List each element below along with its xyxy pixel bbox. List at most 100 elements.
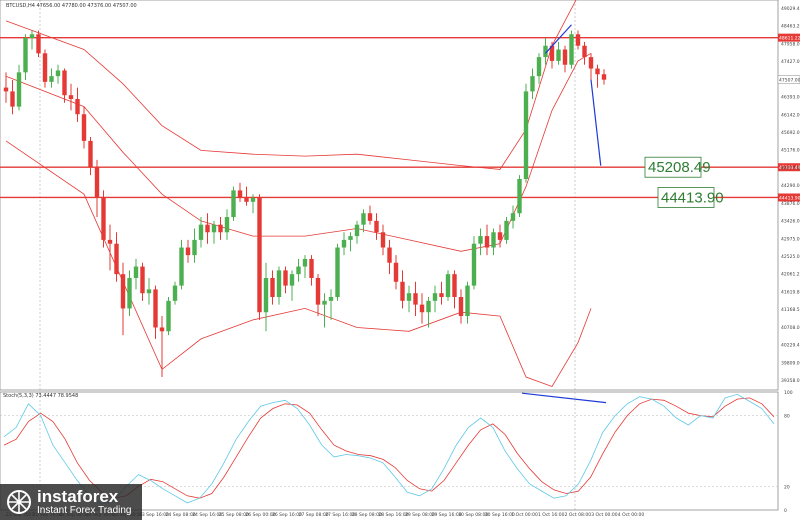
candle-body — [393, 262, 399, 282]
candle-body — [361, 213, 366, 225]
price-tick-label: 45176.00 — [781, 148, 800, 154]
price-tick-label: 44777.00 — [781, 165, 800, 171]
candle-body — [250, 198, 256, 202]
candle-body — [491, 232, 496, 248]
trendline — [545, 24, 572, 54]
time-tick-label: 2 Oct 08:00 — [565, 512, 592, 518]
candle-body — [354, 224, 360, 237]
instaforex-logo: instaforex Instant Forex Trading — [0, 484, 142, 520]
candle-body — [484, 236, 490, 248]
candle-body — [231, 190, 236, 218]
candle-body — [68, 95, 74, 100]
candle-body — [29, 34, 35, 39]
candle-body — [413, 293, 418, 305]
time-tick-label: 23 Sep 16:00 — [139, 512, 169, 518]
candle-body — [530, 76, 535, 92]
candle-body — [172, 285, 178, 301]
osc-tick-label: 100 — [784, 390, 793, 396]
time-tick-label: 24 Sep 08:00 — [166, 512, 196, 518]
candle-body — [263, 277, 269, 313]
candle-body — [582, 45, 587, 58]
candle-body — [302, 258, 308, 267]
candle-body — [107, 239, 113, 244]
candle-body — [198, 224, 204, 240]
osc-tick-label: 0 — [784, 508, 787, 514]
candle-body — [55, 70, 61, 77]
candle-body — [536, 57, 542, 77]
price-tick-label: 47958.00 — [781, 41, 800, 47]
candle-body — [185, 247, 191, 256]
candle-body — [224, 217, 230, 233]
level-callout-label: 44413.90 — [661, 189, 724, 206]
current-price-tag — [777, 75, 800, 84]
price-tick-label: 40708.00 — [781, 325, 800, 331]
candle-body — [296, 266, 301, 275]
candle-body — [101, 198, 106, 240]
candle-body — [497, 232, 503, 240]
candle-body — [471, 243, 477, 286]
candle-body — [458, 297, 464, 317]
bollinger-middle-line — [5, 52, 592, 252]
price-tick-label: 46393.00 — [781, 95, 800, 101]
candle-body — [348, 236, 353, 240]
osc-pane-frame — [0, 391, 779, 511]
level-callout-label: 45208.49 — [648, 159, 711, 176]
price-tick-label: 44290.00 — [781, 183, 800, 189]
time-tick-label: 1 Oct 16:00 — [538, 512, 565, 518]
price-tick-label: 43426.00 — [781, 219, 800, 225]
candle-body — [588, 57, 594, 69]
oscillator-trendline — [521, 392, 607, 404]
candle-body — [159, 327, 165, 332]
candle-body — [153, 289, 158, 328]
price-tick-label: 43876.00 — [781, 201, 800, 207]
candle-body — [523, 91, 529, 179]
bollinger-lower-line — [5, 140, 592, 387]
level-callout-box — [644, 156, 702, 178]
time-tick-label: 30 Sep 16:00 — [485, 512, 515, 518]
time-tick-label: 3 Oct 00:00 — [591, 512, 618, 518]
time-tick-label: 1 Oct 00:00 — [511, 512, 538, 518]
bollinger-upper-line — [5, 0, 577, 170]
price-tick-label: 49029.40 — [781, 6, 800, 12]
level-price-label: 48611.22 — [779, 36, 800, 42]
candle-body — [367, 213, 373, 221]
candle-body — [510, 213, 516, 221]
candle-body — [335, 247, 340, 298]
candle-body — [569, 34, 574, 65]
time-tick-label: 27 Sep 16:00 — [325, 512, 355, 518]
time-tick-label: 25 Sep 08:00 — [219, 512, 249, 518]
stochastic-main-line — [3, 393, 775, 505]
candle-body — [328, 297, 334, 301]
brand-name: instaforex — [37, 487, 119, 506]
candle-body — [426, 300, 431, 313]
candle-body — [16, 72, 22, 107]
candle-body — [205, 224, 210, 233]
candle-body — [445, 274, 451, 298]
candle-body — [179, 247, 184, 286]
candle-body — [257, 198, 262, 313]
price-tick-label: 46142.00 — [781, 112, 800, 118]
price-tick-label: 41168.55 — [781, 307, 800, 313]
candle-body — [400, 281, 405, 301]
instaforex-logo-icon — [7, 490, 31, 514]
level-price-tag — [778, 163, 800, 172]
candle-body — [237, 190, 243, 199]
candle-body — [315, 277, 321, 305]
candle-body — [517, 178, 522, 214]
level-price-tag — [778, 33, 800, 42]
brand-tagline: Instant Forex Trading — [37, 505, 132, 516]
time-tick-label: 29 Sep 08:00 — [405, 512, 435, 518]
candle-body — [88, 140, 93, 168]
candle-body — [406, 293, 412, 301]
candle-body — [211, 224, 217, 233]
price-tick-label: 42975.00 — [781, 236, 800, 242]
candle-body — [49, 76, 54, 82]
candle-body — [549, 45, 555, 61]
price-tick-label: 42061.25 — [781, 272, 800, 278]
candle-body — [556, 49, 561, 61]
oscillator-header: Stoch(5,3,3) 73.4447 78.9548 — [3, 393, 78, 399]
osc-tick-label: 20 — [784, 484, 790, 490]
time-tick-label: 27 Sep 08:00 — [299, 512, 329, 518]
candle-body — [452, 274, 457, 298]
